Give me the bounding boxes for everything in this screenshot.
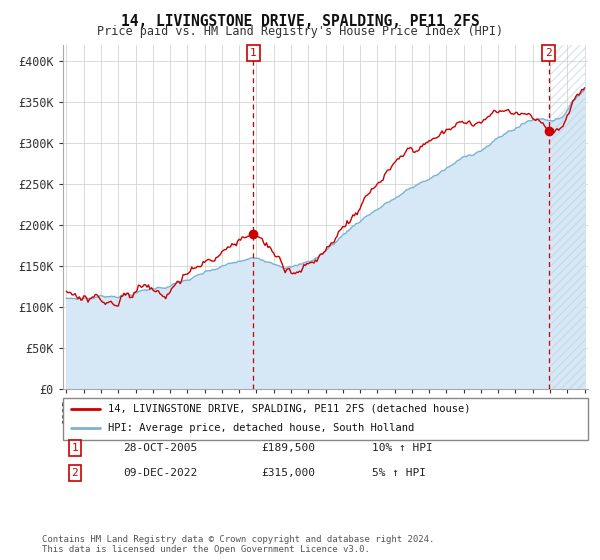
Text: 1: 1 (71, 443, 79, 453)
Text: 2: 2 (71, 468, 79, 478)
Text: 09-DEC-2022: 09-DEC-2022 (123, 468, 197, 478)
Text: 14, LIVINGSTONE DRIVE, SPALDING, PE11 2FS (detached house): 14, LIVINGSTONE DRIVE, SPALDING, PE11 2F… (107, 404, 470, 414)
Text: £189,500: £189,500 (261, 443, 315, 453)
Text: HPI: Average price, detached house, South Holland: HPI: Average price, detached house, Sout… (107, 423, 414, 433)
Text: 28-OCT-2005: 28-OCT-2005 (123, 443, 197, 453)
Text: 5% ↑ HPI: 5% ↑ HPI (372, 468, 426, 478)
Text: 14, LIVINGSTONE DRIVE, SPALDING, PE11 2FS: 14, LIVINGSTONE DRIVE, SPALDING, PE11 2F… (121, 14, 479, 29)
Text: 10% ↑ HPI: 10% ↑ HPI (372, 443, 433, 453)
Text: 2: 2 (545, 48, 552, 58)
Text: Price paid vs. HM Land Registry's House Price Index (HPI): Price paid vs. HM Land Registry's House … (97, 25, 503, 38)
Text: Contains HM Land Registry data © Crown copyright and database right 2024.
This d: Contains HM Land Registry data © Crown c… (42, 535, 434, 554)
Text: 1: 1 (250, 48, 257, 58)
Text: £315,000: £315,000 (261, 468, 315, 478)
